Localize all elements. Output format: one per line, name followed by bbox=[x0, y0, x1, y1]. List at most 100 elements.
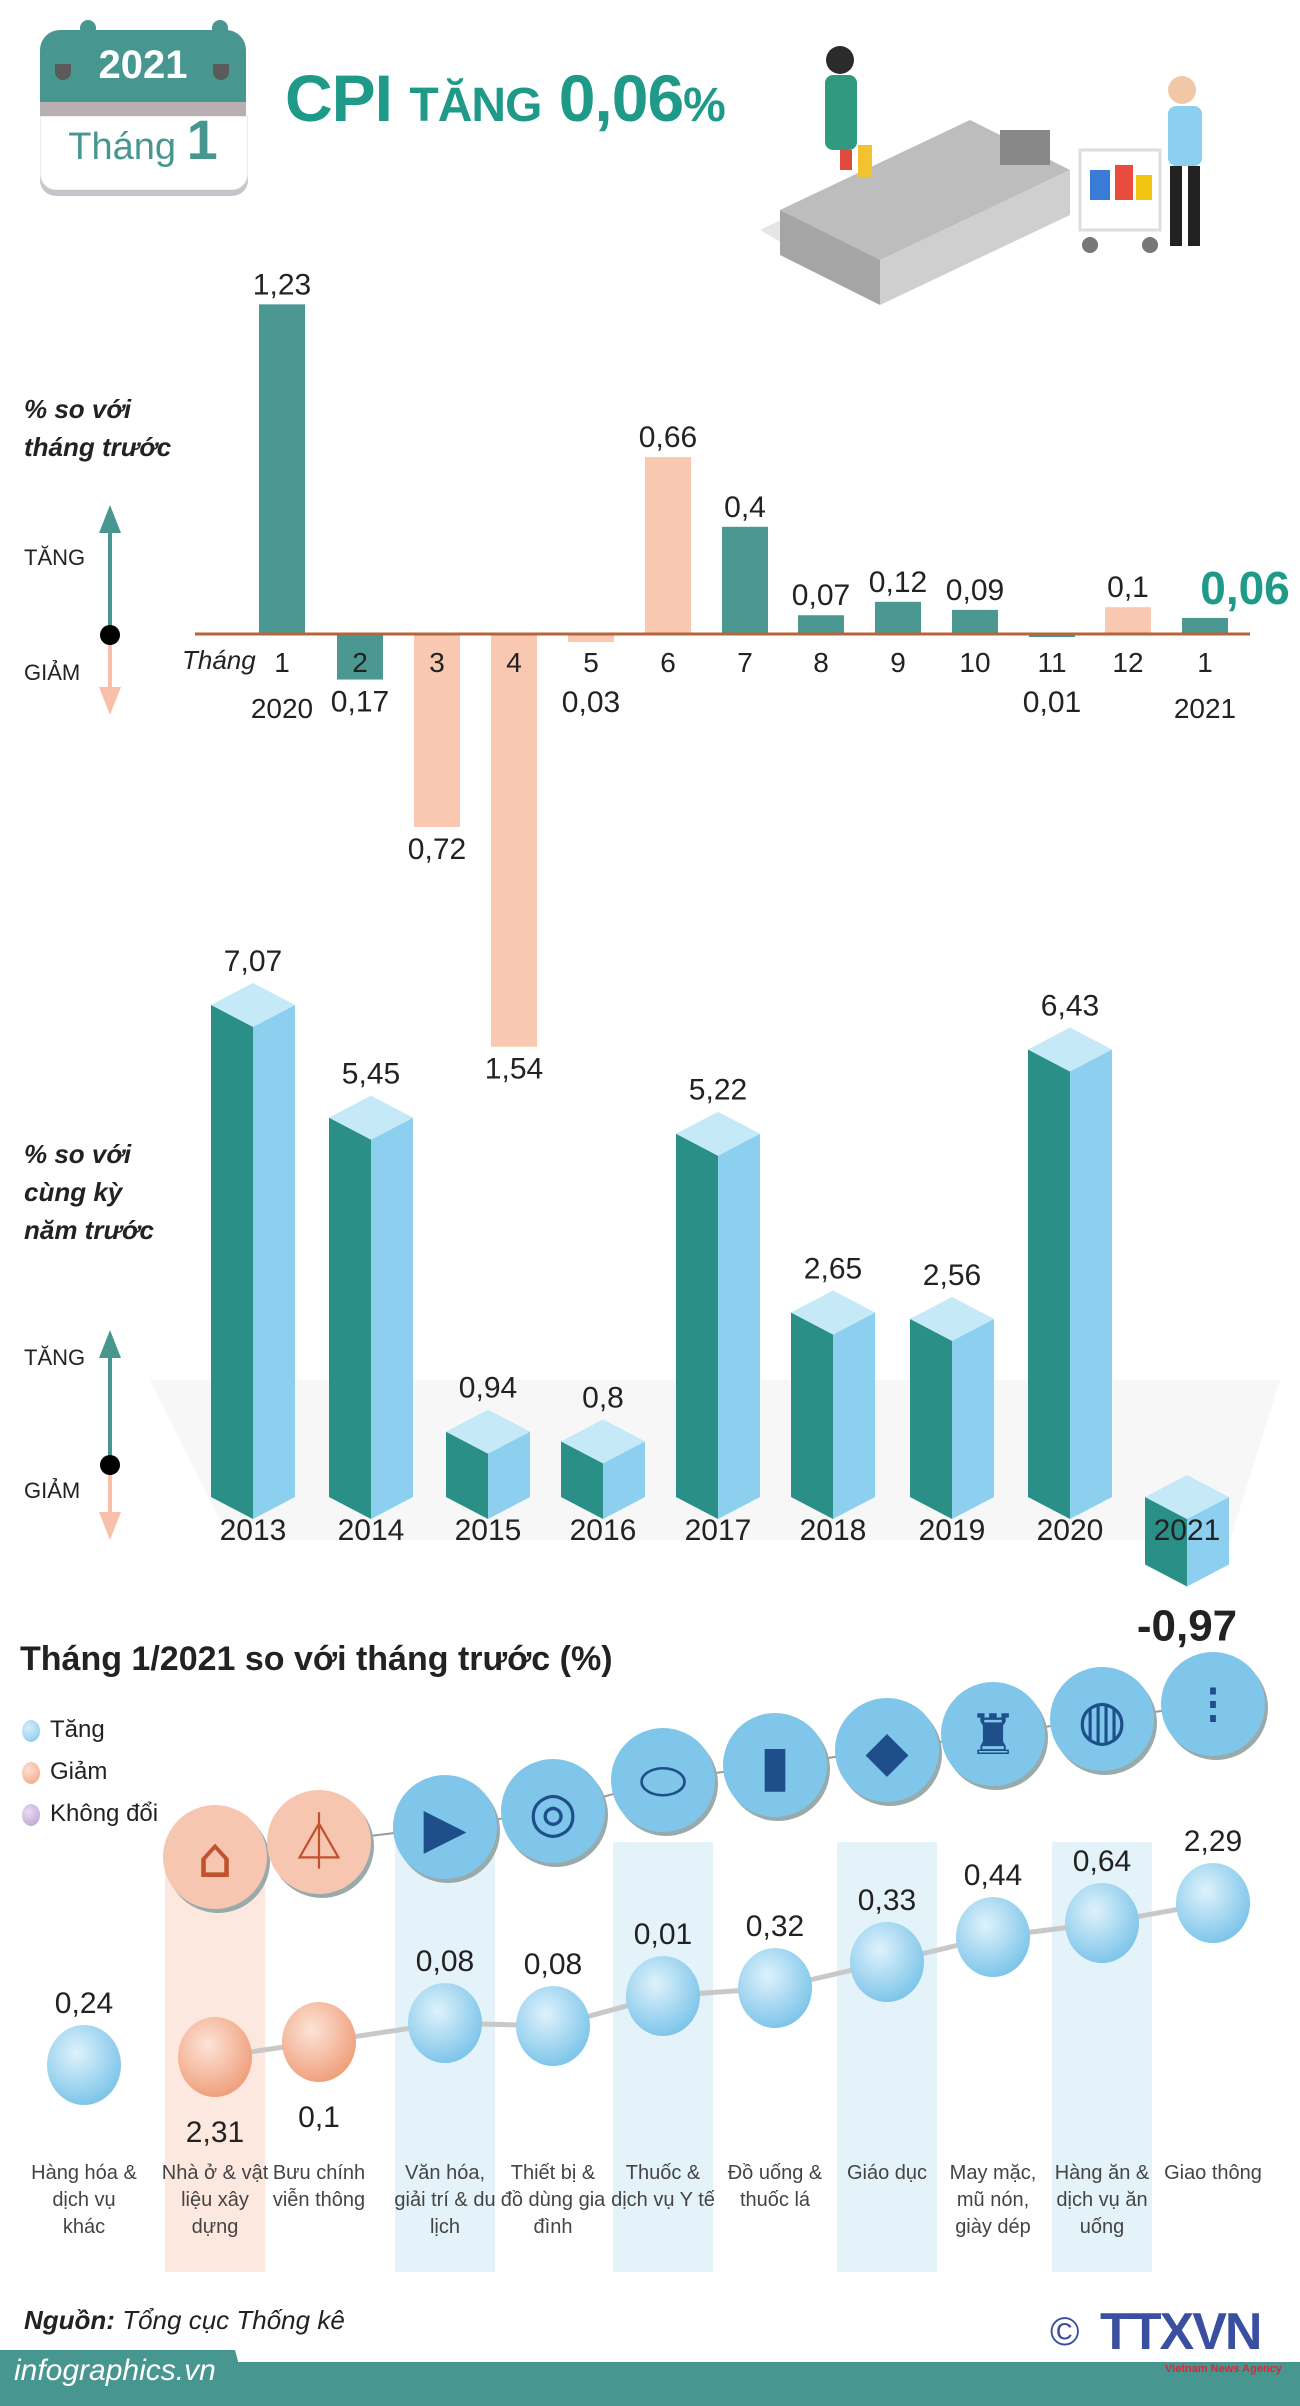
value-label: 0,24 bbox=[55, 1987, 113, 2020]
bar-side bbox=[371, 1117, 413, 1519]
drink-cigarette-icon-bg bbox=[723, 1713, 827, 1817]
category-label: Hàng ăn & dịch vụ ăn uống bbox=[1054, 2162, 1150, 2238]
bar bbox=[568, 634, 614, 643]
copyright-icon: © bbox=[1050, 2310, 1080, 2354]
column-band bbox=[613, 1842, 713, 2272]
bar-top bbox=[446, 1409, 530, 1454]
month-axis-label: Tháng bbox=[182, 645, 256, 675]
bar-side bbox=[952, 1318, 994, 1519]
bar bbox=[1105, 607, 1151, 634]
title-word: TĂNG bbox=[409, 79, 542, 132]
value-label: 0,44 bbox=[964, 1859, 1022, 1892]
value-label: 7,07 bbox=[224, 945, 282, 978]
value-label: 0,07 bbox=[792, 579, 850, 612]
antenna-tower-icon: ⏃ bbox=[291, 1811, 347, 1876]
calendar-year: 2021 bbox=[98, 43, 188, 87]
calendar-hole bbox=[213, 64, 229, 80]
logo-subtitle: Vietnam News Agency bbox=[1165, 2363, 1282, 2375]
month-tick-label: 8 bbox=[813, 647, 829, 678]
data-bubble bbox=[956, 1897, 1030, 1977]
year-tick-label: 2021 bbox=[1154, 1514, 1221, 1547]
legend-dot bbox=[22, 1719, 40, 1742]
bar-front bbox=[791, 1312, 833, 1519]
bar-top bbox=[910, 1296, 994, 1341]
value-label: 0,03 bbox=[562, 686, 620, 719]
month-tick-label: 1 bbox=[1197, 647, 1213, 678]
bar bbox=[952, 609, 998, 634]
category-label: Thuốc & dịch vụ Y tế bbox=[611, 2162, 715, 2211]
calendar-ring bbox=[80, 20, 96, 54]
column-band bbox=[837, 1842, 937, 2272]
legend-dot bbox=[22, 1803, 40, 1826]
month-tick-label: 6 bbox=[660, 647, 676, 678]
house-icon: ⌂ bbox=[197, 1826, 233, 1891]
legend-dot bbox=[22, 1761, 40, 1784]
year-tick-label: 2020 bbox=[251, 693, 313, 724]
film-clapper-icon: ▶ bbox=[423, 1796, 466, 1861]
value-label: 5,45 bbox=[342, 1058, 400, 1091]
legend-item: Không đổi bbox=[22, 1800, 158, 1828]
traffic-light-icon: ⁝ bbox=[1204, 1673, 1222, 1738]
chart2-svg: 7,07 2013 5,45 2014 0,94 2015 0,8 2016 5,22 2017 2… bbox=[211, 944, 1238, 1651]
bar-side bbox=[253, 1004, 295, 1519]
month-tick-label: 2 bbox=[352, 647, 368, 678]
value-label: 0,8 bbox=[582, 1381, 624, 1414]
month-tick-label: 5 bbox=[583, 647, 599, 678]
bar-top bbox=[1028, 1027, 1112, 1072]
legend-item: Tăng bbox=[22, 1716, 105, 1744]
bar bbox=[645, 457, 691, 634]
ttxvn-logo: TTXVN bbox=[1100, 2303, 1262, 2361]
value-label: 6,43 bbox=[1041, 989, 1099, 1022]
chart3-svg: 0,24 ⌂ 2,31 ⏃ 0,1 ▶ 0,08 ◎ 0,08 ⬭ 0,01 ▮ 0,32 ◆ 0,33 ♜ 0… bbox=[47, 1652, 1268, 2272]
value-label: 0,01 bbox=[634, 1918, 692, 1951]
film-clapper-icon-bg bbox=[393, 1775, 497, 1879]
side-label-line: tháng trước bbox=[24, 432, 172, 462]
category-label: Thiết bị & đồ dùng gia đình bbox=[500, 2162, 606, 2238]
value-label: 0,66 bbox=[639, 421, 697, 454]
year-tick-label: 2016 bbox=[570, 1514, 637, 1547]
category-label: May mặc, mũ nón, giày dép bbox=[949, 2162, 1037, 2238]
up-label: TĂNG bbox=[24, 1345, 86, 1370]
bar-front bbox=[910, 1318, 952, 1519]
month-tick-label: 3 bbox=[429, 647, 445, 678]
house-icon-bg bbox=[163, 1805, 267, 1909]
bar-top bbox=[676, 1111, 760, 1156]
down-label: GIẢM bbox=[24, 1478, 81, 1503]
washing-machine-icon-bg bbox=[501, 1759, 605, 1863]
value-label: 0,72 bbox=[408, 833, 466, 866]
data-bubble bbox=[282, 2002, 356, 2082]
bar-side bbox=[1070, 1049, 1112, 1519]
legend-label: Không đổi bbox=[50, 1800, 159, 1827]
section-title: Tháng 1/2021 so với tháng trước (%) bbox=[20, 1640, 613, 1678]
bar-side bbox=[1187, 1497, 1229, 1587]
title-value: 0,06 bbox=[558, 61, 684, 135]
year-tick-label: 2017 bbox=[685, 1514, 752, 1547]
source-text: Tổng cục Thống kê bbox=[122, 2305, 345, 2335]
pills-icon-bg bbox=[611, 1728, 715, 1832]
month-tick-label: 4 bbox=[506, 647, 522, 678]
year-tick-label: 2015 bbox=[455, 1514, 522, 1547]
category-label: Giáo dục bbox=[846, 2162, 928, 2184]
value-label: 0,33 bbox=[858, 1884, 916, 1917]
footer-tab bbox=[0, 2350, 250, 2406]
value-label: 0,32 bbox=[746, 1910, 804, 1943]
year-tick-label: 2020 bbox=[1037, 1514, 1104, 1547]
bar-front bbox=[561, 1441, 603, 1519]
bar-front bbox=[211, 1004, 253, 1519]
value-label: 0,1 bbox=[298, 2101, 340, 2134]
side-label-line: năm trước bbox=[24, 1215, 154, 1245]
icon-connector bbox=[214, 1703, 1214, 1858]
value-label: 1,54 bbox=[485, 1053, 543, 1086]
month-tick-label: 1 bbox=[274, 647, 290, 678]
site-link[interactable]: infographics.vn bbox=[14, 2354, 216, 2387]
food-plate-icon-bg bbox=[1050, 1667, 1154, 1771]
value-label: 1,23 bbox=[253, 268, 311, 301]
month-tick-label: 10 bbox=[959, 647, 990, 678]
bar bbox=[491, 634, 537, 1047]
value-label: 0,08 bbox=[416, 1945, 474, 1978]
calendar-strip bbox=[40, 102, 246, 116]
month-tick-label: 12 bbox=[1112, 647, 1143, 678]
month-number: 1 bbox=[186, 108, 218, 171]
year-tick-label: 2021 bbox=[1174, 693, 1236, 724]
